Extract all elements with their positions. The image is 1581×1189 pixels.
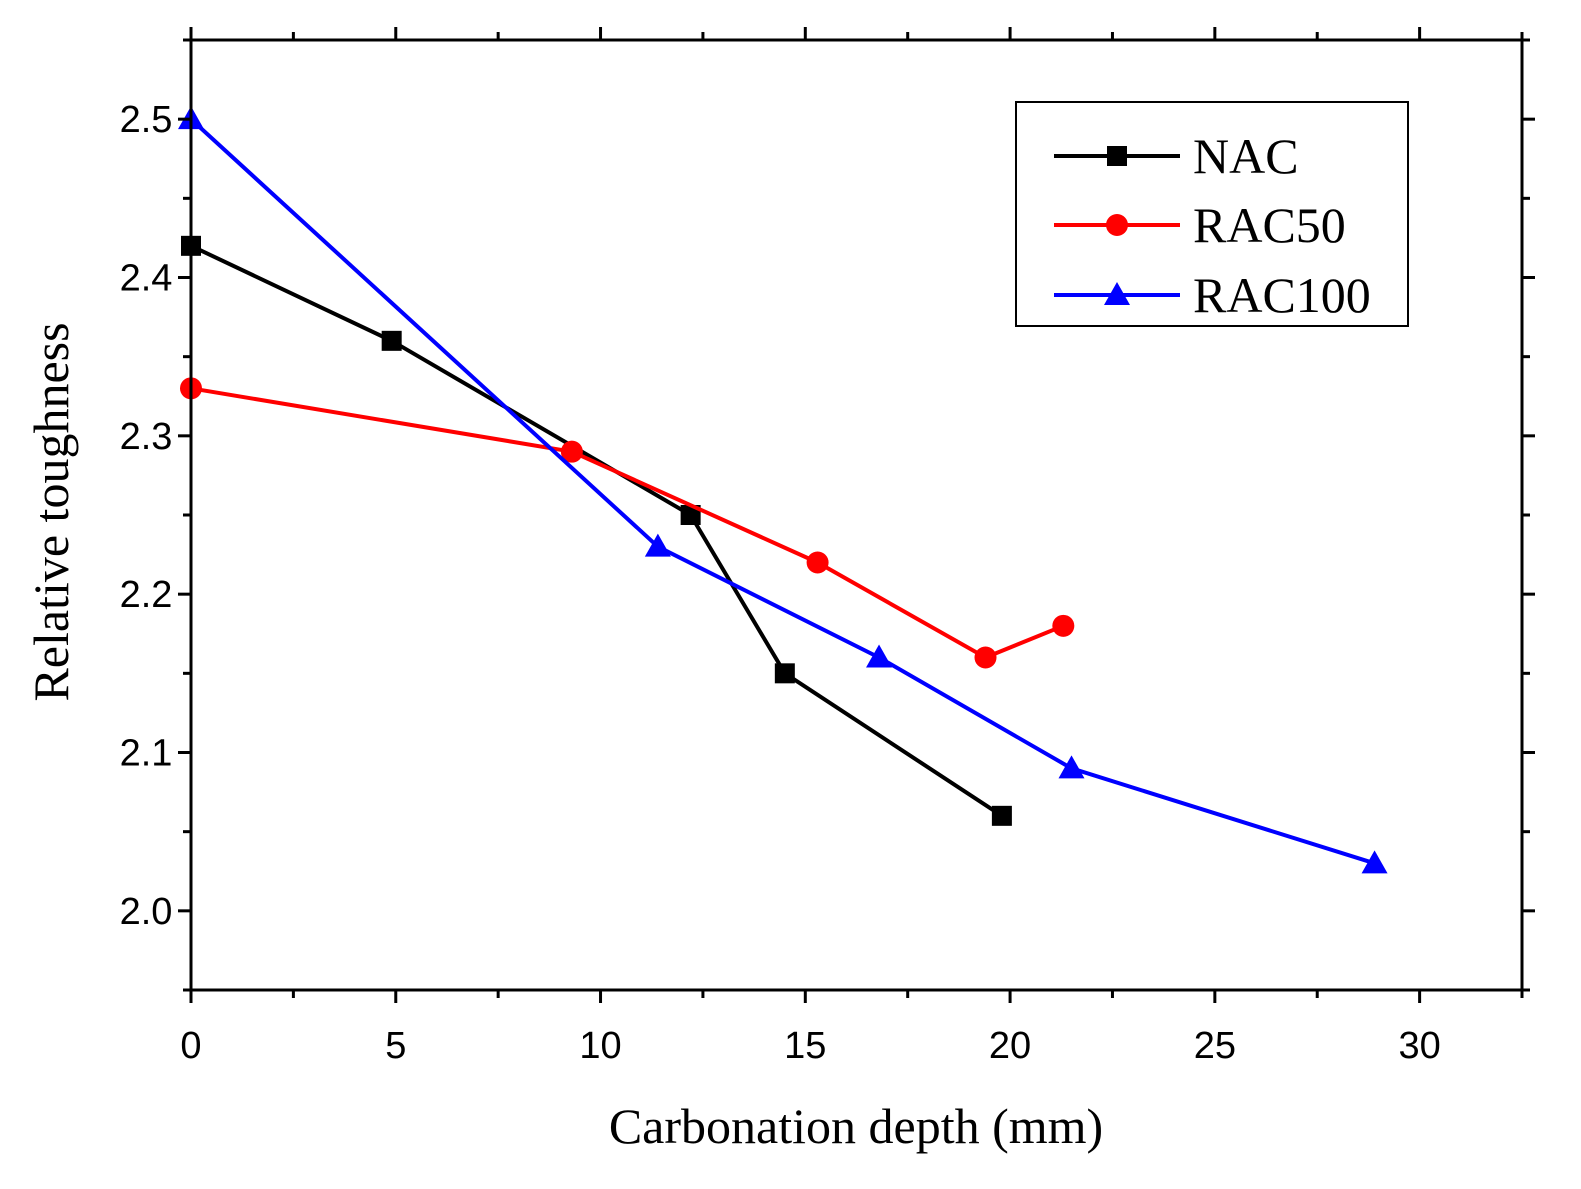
data-point-nac — [680, 505, 701, 525]
legend-label-nac: NAC — [1193, 128, 1299, 184]
data-point-rac100 — [644, 533, 671, 557]
data-point-nac — [991, 805, 1012, 826]
data-point-rac50 — [1052, 614, 1075, 637]
axes: 0 5 10 15 20 25 30 2.0 2.1 2.2 2.3 2.4 2.5 — [120, 27, 1535, 1067]
data-point-rac100 — [866, 644, 893, 668]
legend-marker-nac — [1107, 146, 1127, 166]
y-tick-label: 2.2 — [120, 574, 173, 616]
legend-box — [1015, 101, 1409, 327]
data-point-rac50 — [560, 440, 583, 463]
y-tick-label: 2.4 — [120, 258, 173, 300]
series-line-rac50 — [190, 386, 1065, 660]
y-axis-title: Relative toughness — [23, 322, 79, 701]
legend-label-rac50: RAC50 — [1193, 197, 1346, 253]
x-tick-label: 10 — [579, 1025, 621, 1067]
data-point-rac100 — [1058, 755, 1085, 779]
legend-marker-rac50 — [1106, 214, 1128, 236]
x-axis-title: Carbonation depth (mm) — [609, 1098, 1103, 1154]
y-tick-label: 2.5 — [120, 99, 173, 141]
legend: NAC RAC50 RAC100 — [1015, 101, 1409, 327]
legend-label-rac100: RAC100 — [1193, 267, 1371, 323]
data-point-nac — [381, 330, 402, 351]
y-tick-label: 2.0 — [120, 891, 173, 933]
data-point-rac100 — [1361, 850, 1388, 874]
x-tick-label: 5 — [385, 1025, 406, 1067]
y-tick-label: 2.3 — [120, 416, 173, 458]
x-tick-label: 30 — [1398, 1025, 1440, 1067]
x-tick-label: 25 — [1194, 1025, 1236, 1067]
data-point-rac50 — [806, 551, 829, 574]
y-tick-label: 2.1 — [120, 733, 173, 775]
x-tick-label: 15 — [784, 1025, 826, 1067]
data-point-nac — [774, 663, 795, 684]
x-tick-label: 0 — [180, 1025, 201, 1067]
series-line-nac — [190, 244, 1003, 818]
x-tick-label: 20 — [989, 1025, 1031, 1067]
legend-marker-rac100 — [1104, 282, 1130, 305]
data-point-rac50 — [974, 646, 997, 669]
plot-area — [178, 106, 1388, 874]
